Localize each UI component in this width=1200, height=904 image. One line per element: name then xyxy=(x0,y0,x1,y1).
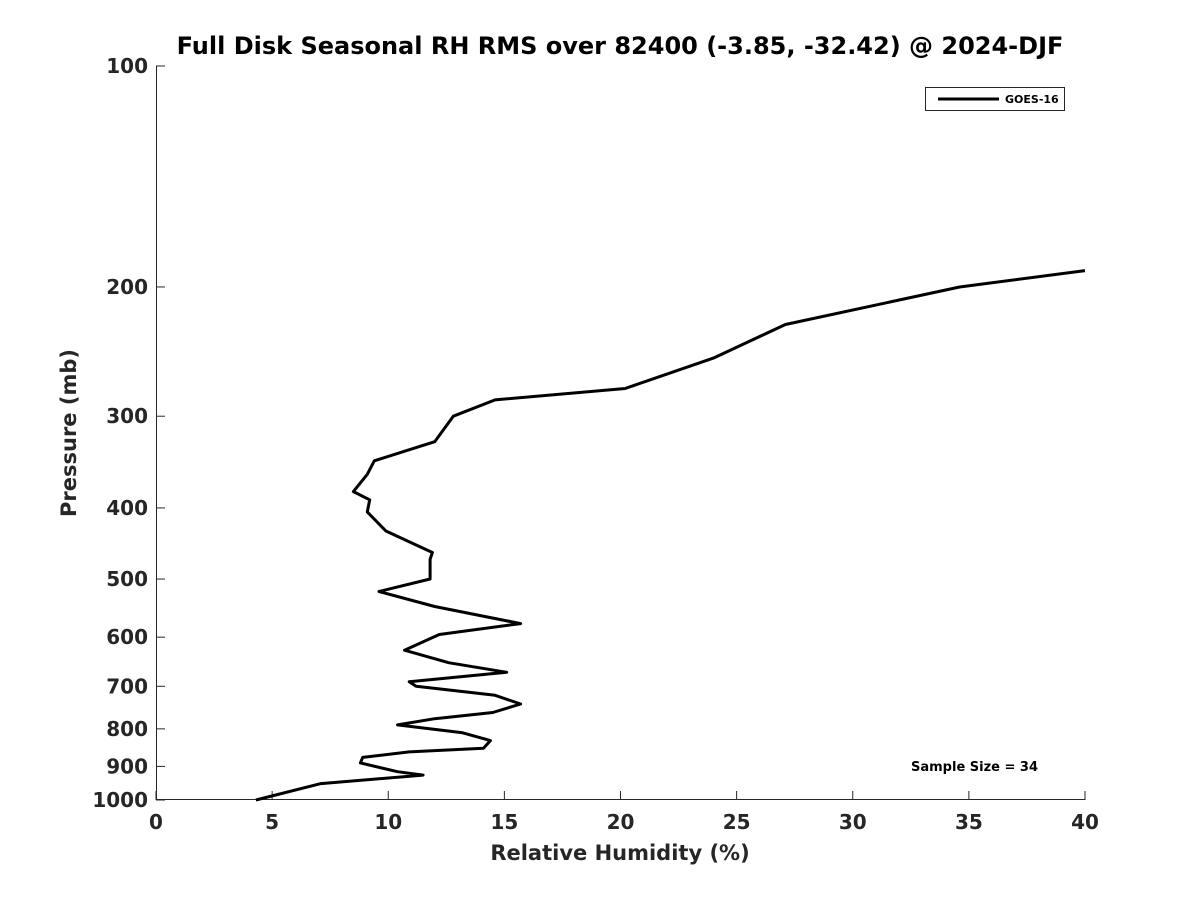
y-tick-label: 500 xyxy=(106,567,148,591)
y-ticks: 100 200 300 400 500 600 700 800 900 1000 xyxy=(92,54,165,812)
y-tick-label: 100 xyxy=(106,54,148,78)
x-axis-label: Relative Humidity (%) xyxy=(490,841,749,865)
series-line-0 xyxy=(255,269,1086,802)
x-tick-label: 5 xyxy=(265,810,279,834)
x-tick-label: 10 xyxy=(374,810,402,834)
x-tick-label: 0 xyxy=(149,810,163,834)
x-tick-label: 15 xyxy=(490,810,518,834)
y-axis-label: Pressure (mb) xyxy=(57,349,81,517)
x-ticks: 0 5 10 15 20 25 30 35 40 xyxy=(149,791,1099,834)
y-tick-label: 700 xyxy=(106,674,148,698)
x-tick-label: 35 xyxy=(955,810,983,834)
x-tick-label: 25 xyxy=(723,810,751,834)
y-tick-label: 200 xyxy=(106,275,148,299)
x-tick-label: 20 xyxy=(607,810,635,834)
y-tick-label: 600 xyxy=(106,625,148,649)
x-tick-label: 30 xyxy=(839,810,867,834)
series-group xyxy=(255,269,1086,802)
y-tick-label: 1000 xyxy=(92,788,148,812)
sample-size-annotation: Sample Size = 34 xyxy=(911,760,1038,775)
y-tick-label: 300 xyxy=(106,404,148,428)
y-tick-label: 900 xyxy=(106,754,148,778)
y-tick-label: 800 xyxy=(106,717,148,741)
plot-area: 0 5 10 15 20 25 30 35 40 100 200 300 400 500 600 700 80… xyxy=(92,54,1099,834)
legend-label: GOES-16 xyxy=(1005,93,1059,106)
x-tick-label: 40 xyxy=(1071,810,1099,834)
y-tick-label: 400 xyxy=(106,496,148,520)
legend: GOES-16 xyxy=(925,87,1065,111)
chart-title: Full Disk Seasonal RH RMS over 82400 (-3… xyxy=(177,32,1064,60)
